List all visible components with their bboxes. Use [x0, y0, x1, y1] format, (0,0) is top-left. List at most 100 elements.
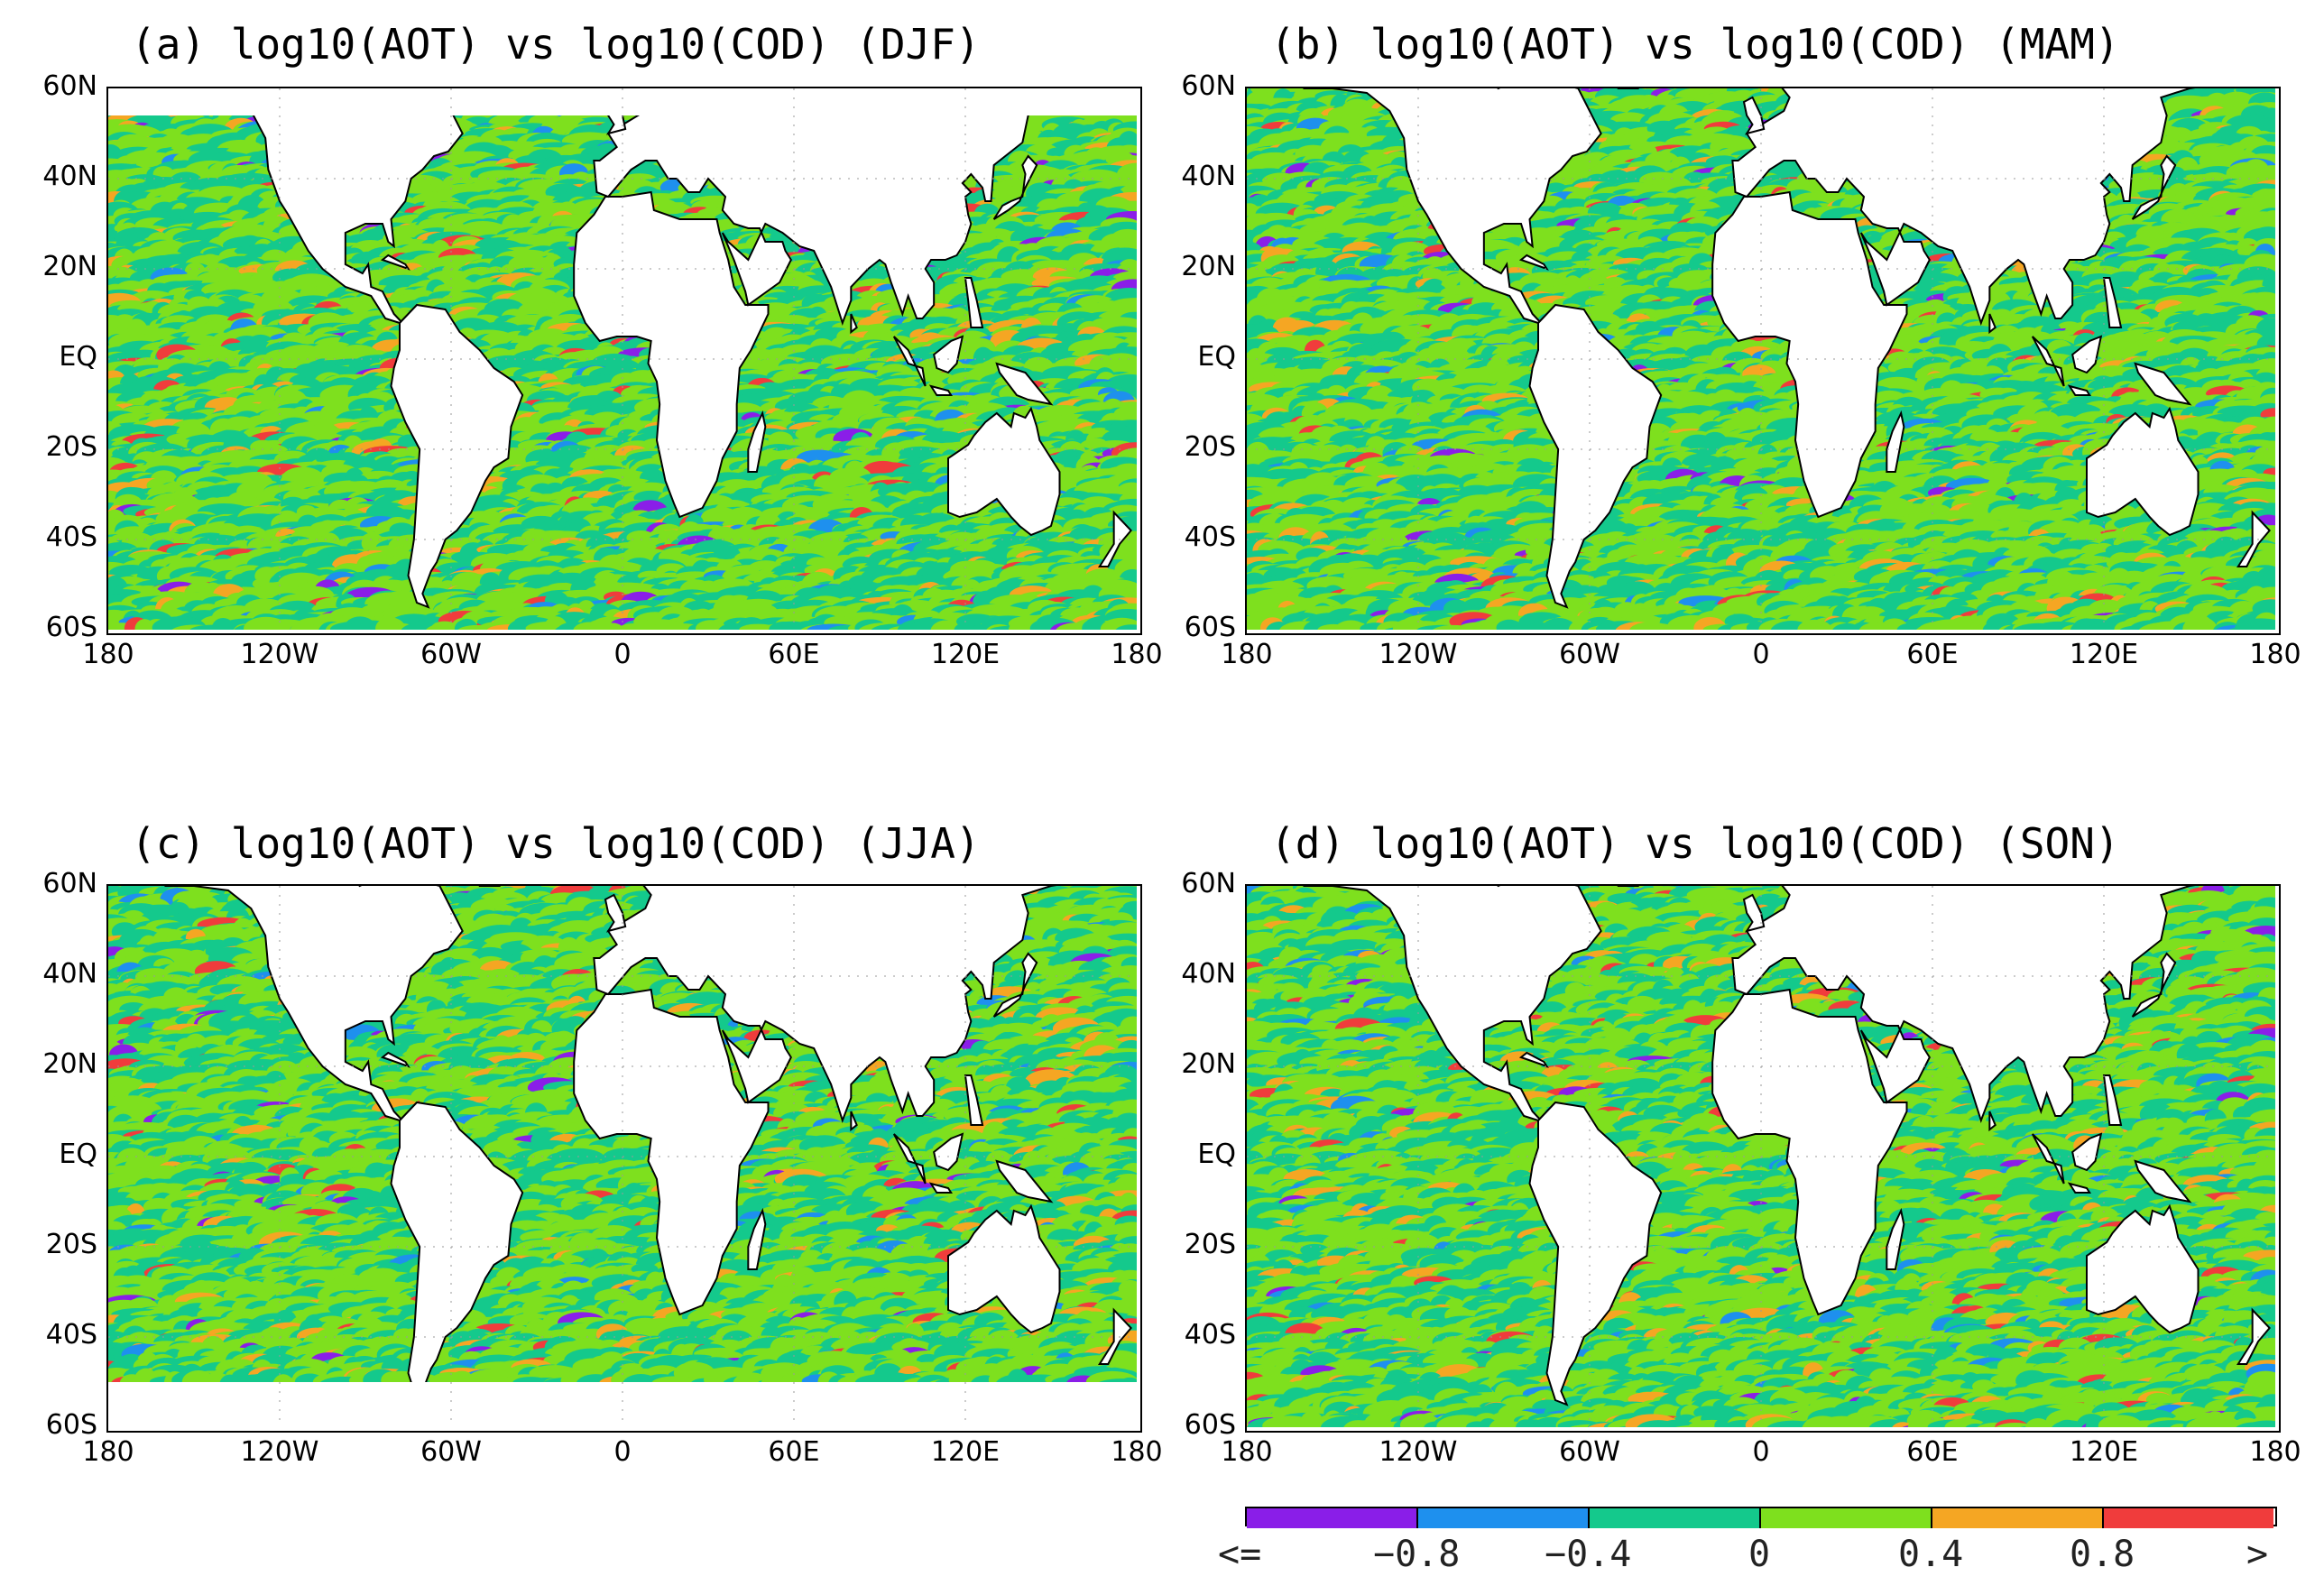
- coastline: [2102, 277, 2123, 328]
- coastline: [1988, 1111, 1997, 1132]
- lat-tick-label: 20N: [1164, 1048, 1236, 1080]
- coastline: [747, 1207, 767, 1270]
- coastline: [1518, 1051, 1549, 1068]
- coastline: [593, 88, 1057, 327]
- coastline: [928, 1182, 953, 1194]
- lat-tick-label: EQ: [25, 1139, 97, 1170]
- coastline: [1303, 886, 1602, 1121]
- lat-tick-label: 40S: [25, 521, 97, 553]
- lon-tick-label: 120E: [2059, 639, 2149, 670]
- lon-tick-label: 120W: [1373, 639, 1463, 670]
- coastline: [1742, 96, 1766, 135]
- map-canvas: [1247, 88, 2275, 630]
- coastline: [1528, 303, 1663, 609]
- panel-title: (d) log10(AOT) vs log10(COD) (SON): [1270, 819, 2120, 868]
- coastline: [850, 313, 858, 335]
- coastline: [2067, 1182, 2091, 1194]
- coastline: [892, 336, 927, 387]
- colorbar-segment: [1932, 1508, 2104, 1528]
- colorbar-label: −0.8: [1373, 1534, 1460, 1575]
- lat-tick-label: EQ: [25, 341, 97, 373]
- coastline: [390, 303, 524, 609]
- coastline: [593, 886, 1057, 1124]
- lon-tick-label: 120E: [920, 1436, 1010, 1468]
- coastline: [928, 384, 953, 396]
- coastline: [747, 410, 767, 473]
- panel-title: (a) log10(AOT) vs log10(COD) (DJF): [131, 20, 981, 69]
- graticule: [108, 88, 1137, 630]
- coastline: [1711, 988, 1908, 1316]
- lat-tick-label: 40N: [1164, 161, 1236, 192]
- colorbar-label: −0.4: [1545, 1534, 1631, 1575]
- lon-tick-label: 120E: [920, 639, 1010, 670]
- coastline: [2067, 384, 2091, 396]
- lon-tick-label: 60E: [1887, 1436, 1978, 1468]
- graticule: [108, 886, 1137, 1427]
- colorbar-label: 0.4: [1898, 1534, 1963, 1575]
- colorbar-label: <=: [1218, 1534, 1261, 1575]
- graticule: [1247, 886, 2275, 1427]
- coastline: [992, 952, 1038, 1018]
- map-c: [106, 884, 1142, 1433]
- lat-tick-label: 60S: [25, 612, 97, 643]
- lon-tick-label: 60W: [406, 639, 496, 670]
- lat-tick-label: 20S: [1164, 431, 1236, 463]
- lon-tick-label: 120W: [235, 639, 325, 670]
- coastline: [947, 1203, 1061, 1334]
- coastline: [1303, 88, 1602, 324]
- coastline: [573, 988, 770, 1316]
- map-d: [1245, 884, 2281, 1433]
- coastline: [2134, 1159, 2192, 1203]
- coastline: [2086, 406, 2200, 537]
- lon-tick-label: 60E: [749, 639, 839, 670]
- lat-tick-label: EQ: [1164, 1139, 1236, 1170]
- colorbar: <= −0.8 −0.4 0 0.4 0.8 >: [1218, 1507, 2277, 1588]
- coastline: [964, 1074, 984, 1126]
- coastline: [164, 88, 464, 324]
- lon-tick-label: 0: [1716, 639, 1806, 670]
- coastline: [2131, 952, 2177, 1018]
- colorbar-segment: [1590, 1508, 1761, 1528]
- lon-tick-label: 0: [577, 1436, 668, 1468]
- lon-tick-label: 120E: [2059, 1436, 2149, 1468]
- coastline: [995, 1159, 1054, 1203]
- lon-tick-label: 180: [1092, 1436, 1182, 1468]
- coastline: [933, 1132, 964, 1172]
- lat-tick-label: 40N: [1164, 958, 1236, 990]
- lat-tick-label: 40S: [1164, 521, 1236, 553]
- lon-tick-label: 60W: [406, 1436, 496, 1468]
- lon-tick-label: 0: [1716, 1436, 1806, 1468]
- coastline: [1886, 1207, 1905, 1270]
- colorbar-segment: [1247, 1508, 1418, 1528]
- lat-tick-label: 40S: [1164, 1319, 1236, 1351]
- panel-title: (c) log10(AOT) vs log10(COD) (JJA): [131, 819, 981, 868]
- lon-tick-label: 120W: [1373, 1436, 1463, 1468]
- map-canvas: [1247, 886, 2275, 1427]
- coastline: [1528, 1101, 1663, 1406]
- coastline: [2236, 510, 2272, 567]
- graticule: [1247, 88, 2275, 630]
- lat-tick-label: 60S: [1164, 612, 1236, 643]
- lat-tick-label: 40N: [25, 958, 97, 990]
- coastline: [964, 277, 984, 328]
- map-canvas: [108, 88, 1137, 630]
- lon-tick-label: 180: [63, 639, 153, 670]
- lat-tick-label: 40S: [25, 1319, 97, 1351]
- coastline: [390, 1101, 524, 1406]
- lat-tick-label: EQ: [1164, 341, 1236, 373]
- lon-tick-label: 60W: [1545, 639, 1635, 670]
- coastline: [1988, 313, 1997, 335]
- lat-tick-label: 20N: [1164, 251, 1236, 282]
- coastline: [1098, 1307, 1133, 1365]
- lat-tick-label: 60S: [1164, 1409, 1236, 1441]
- coastline: [995, 362, 1054, 406]
- lon-tick-label: 180: [63, 1436, 153, 1468]
- colorbar-segment: [2104, 1508, 2273, 1528]
- coastline: [2071, 1132, 2103, 1172]
- coastline: [380, 1051, 410, 1068]
- lon-tick-label: 0: [577, 639, 668, 670]
- coastline: [1731, 88, 2196, 327]
- map-a: [106, 87, 1142, 635]
- lon-tick-label: 180: [1092, 639, 1182, 670]
- lat-tick-label: 20N: [25, 251, 97, 282]
